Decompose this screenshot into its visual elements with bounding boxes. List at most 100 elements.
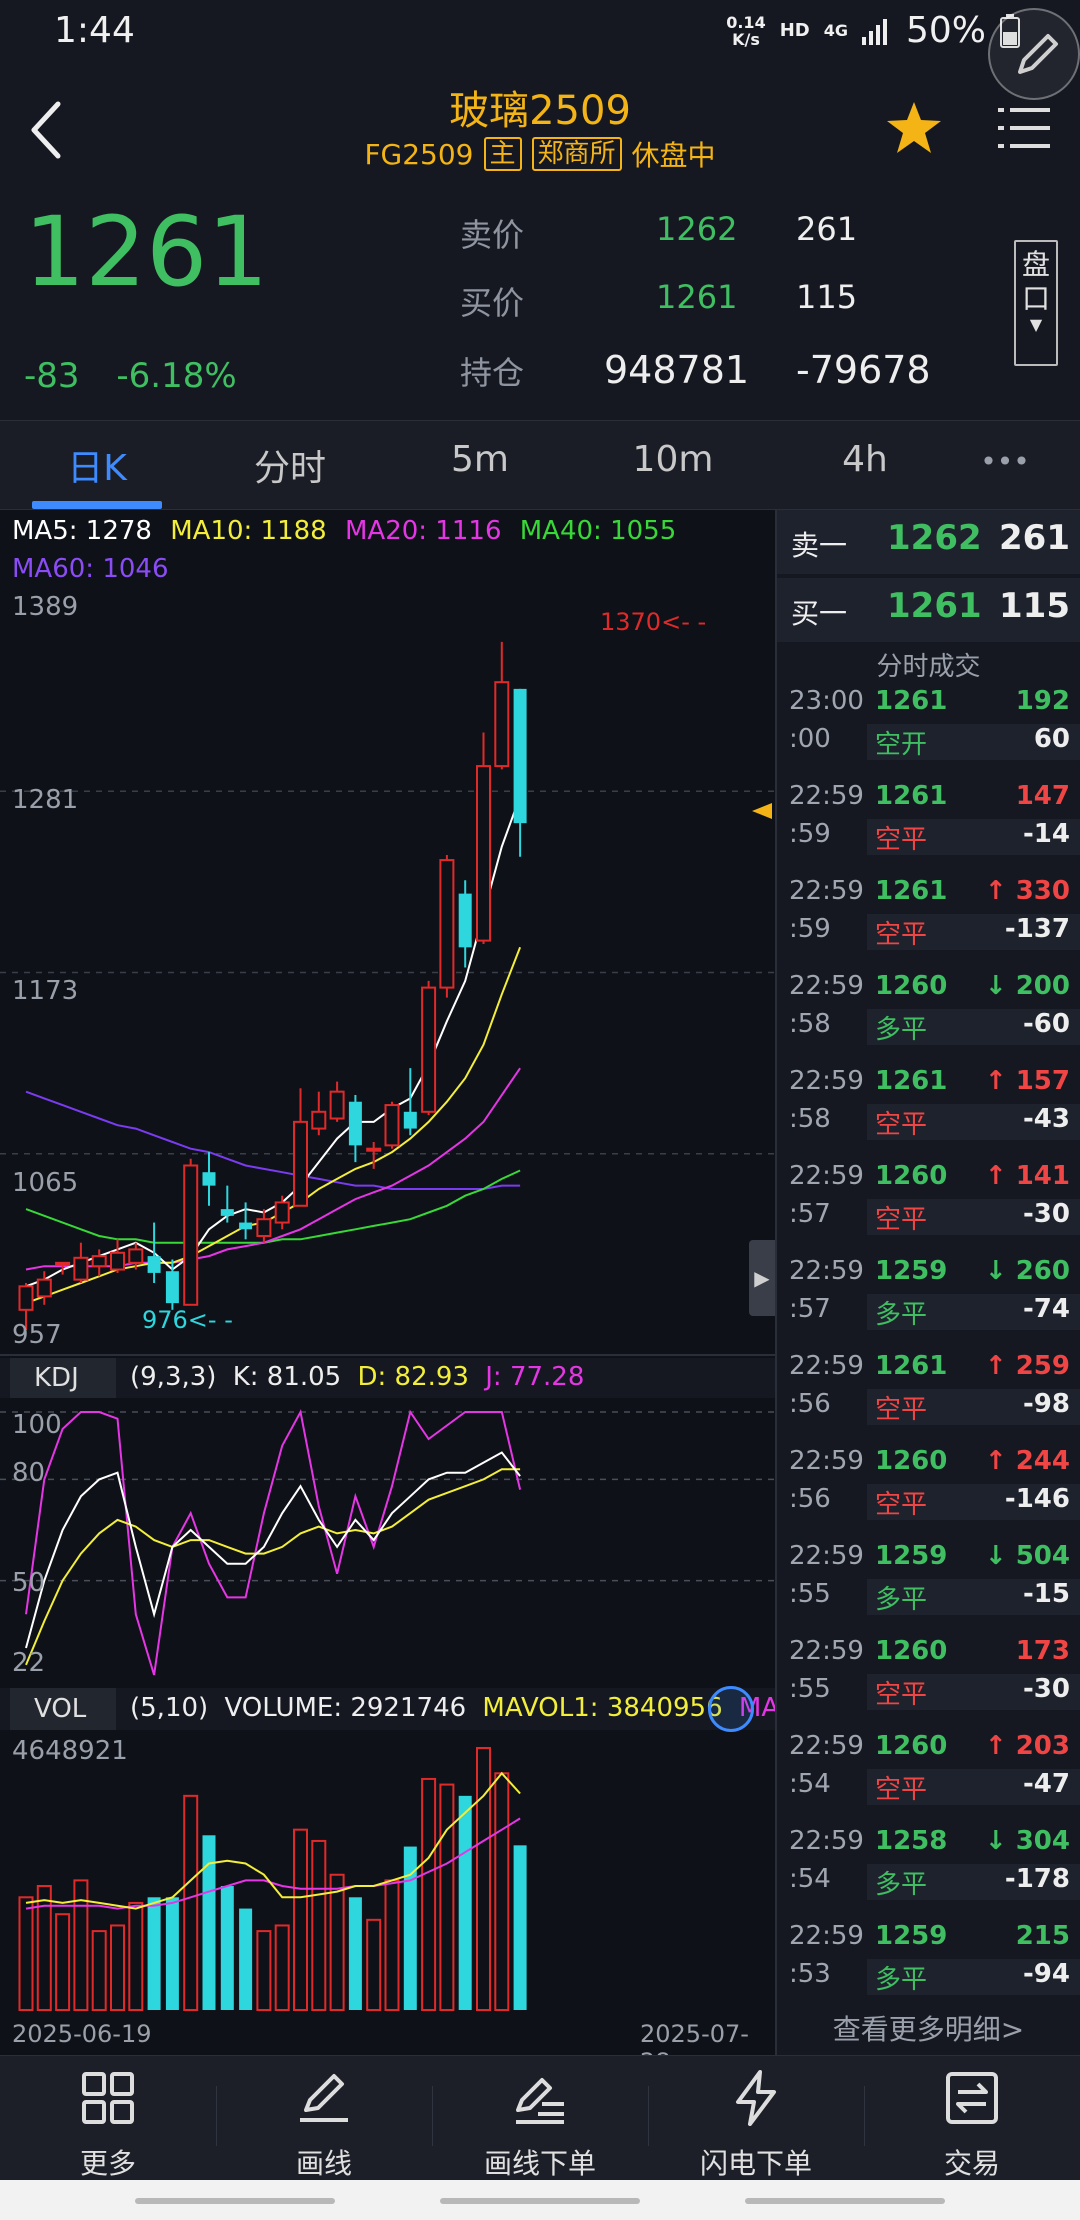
nav-line-order-label: 画线下单 [483,2147,596,2180]
trade-seconds: :53 [789,1959,831,1989]
trade-list[interactable]: 23:00:00 1261 空开 192 60 22:59:59 1261 空平 147 -1… [777,684,1080,2014]
trade-price: 1259 [875,1256,948,1286]
oi-label: 持仓 [460,354,525,392]
nav-trade[interactable]: 交易 [864,2056,1080,2181]
trade-volume: 173 [1016,1636,1070,1666]
trade-seconds: :54 [789,1769,831,1799]
candle-body [147,1256,161,1273]
tab-4h[interactable]: 4h [842,439,888,480]
end-date: 2025-07-28 [640,2020,749,2076]
trade-time: 22:59 [789,1826,864,1856]
volume-bar [147,1897,161,2010]
kline-chart[interactable] [0,510,775,2055]
candle-body [311,1110,327,1130]
trade-volume: ↓ 260 [985,1256,1070,1286]
ma-legend: MA5: 1278 MA10: 1188 MA20: 1116 MA40: 10… [12,516,676,546]
back-arrow-icon[interactable] [20,90,80,170]
ask-row: 卖价 1262 261 [460,210,936,254]
tab-daily-k[interactable]: 日K [67,448,127,489]
trade-row-band [867,1674,1080,1710]
trade-oi-change: -30 [1023,1199,1070,1229]
last-price: 1261 [24,196,269,308]
ma5-label: MA5: 1278 [12,516,152,546]
vol-values: (5,10) VOLUME: 2921746 MAVOL1: 3840956 M… [130,1693,795,1723]
candle-body [293,1120,308,1207]
trade-direction-arrow: ↓ [984,1541,1007,1571]
expand-panel-handle[interactable]: ▶ [749,1240,775,1316]
trade-volume-value: 200 [1015,971,1070,1001]
trade-seconds: :59 [789,914,831,944]
candle-body [403,1111,417,1129]
trade-price: 1261 [875,686,948,716]
ask1-price: 1262 [887,518,982,558]
period-tabs: 日K 分时 5m 10m 4h ••• [0,420,1080,510]
floating-edit-button[interactable] [988,8,1080,100]
nav-trade-label: 交易 [943,2147,1000,2180]
volume-bar [494,1772,510,2012]
status-indicators: 0.14 K/s HD 4G 50% [726,10,1020,51]
trade-type: 空平 [875,920,928,950]
trade-volume-value: 259 [1015,1351,1070,1381]
menu-icon[interactable] [994,98,1054,158]
signal-icon [861,18,887,45]
nav-divider [432,2086,433,2146]
volume-bar [458,1795,472,2010]
trade-row: 22:59:59 1261 空平 147 -14 [777,779,1080,874]
main-contract-tag: 主 [483,137,522,171]
change-value: -83 [24,356,80,396]
low-annotation: 976<- - [142,1306,233,1334]
candle-body [202,1172,216,1186]
volume-bar [220,1886,234,2010]
trade-seconds: :00 [789,724,831,754]
tab-10m[interactable]: 10m [632,439,714,480]
ask-level-1[interactable]: 卖一 1262 261 [777,510,1080,574]
trade-volume: 192 [1016,686,1070,716]
order-book-toggle-button[interactable]: 盘 口 ▼ [1014,240,1058,366]
trade-oi-change: -14 [1023,819,1070,849]
tab-5m[interactable]: 5m [451,439,509,480]
battery-percent: 50% [905,10,986,51]
trade-row-band [867,1199,1080,1235]
nav-draw-line[interactable]: 画线 [216,2056,432,2181]
trade-price: 1261 [875,1351,948,1381]
trade-row: 22:59:58 1261 空平 ↑ 157 -43 [777,1064,1080,1159]
trade-oi-change: -146 [1004,1484,1070,1514]
change-percent: -6.18% [116,356,237,396]
trade-row: 22:59:56 1260 空平 ↑ 244 -146 [777,1444,1080,1539]
volume-bar [384,1879,400,2012]
kdj-indicator-selector[interactable]: KDJ [10,1358,116,1398]
nav-line-order[interactable]: 画线下单 [432,2056,648,2181]
trade-seconds: :59 [789,819,831,849]
ma10-line [25,946,522,1305]
volume-bar [128,1901,144,2011]
volume-bar [165,1897,179,2010]
bid-level-1[interactable]: 买一 1261 115 [777,578,1080,642]
ask-volume: 261 [796,210,858,248]
kdj-k: K: 81.05 [232,1362,342,1392]
price-axis-label: 1173 [12,976,79,1006]
trade-volume-value: 141 [1015,1161,1070,1191]
tab-intraday[interactable]: 分时 [253,448,326,489]
candle-body [73,1256,89,1281]
kline-chart-area[interactable]: MA5: 1278 MA10: 1188 MA20: 1116 MA40: 10… [0,510,795,2076]
favorite-star-icon[interactable] [884,98,944,158]
volume-bar [239,1908,253,2010]
volume-bar [348,1897,362,2010]
view-more-details-link[interactable]: 查看更多明细> [832,2013,1025,2046]
start-date: 2025-06-19 [12,2020,152,2048]
vol-indicator-selector[interactable]: VOL [10,1688,116,1730]
volume-bar [403,1846,417,2010]
refresh-icon[interactable] [708,1686,754,1732]
trade-type: 空平 [875,1110,928,1140]
ma60-label: MA60: 1046 [12,554,169,584]
trade-row: 22:59:57 1259 多平 ↓ 260 -74 [777,1254,1080,1349]
nav-more[interactable]: 更多 [0,2056,216,2181]
more-periods-button[interactable]: ••• [980,445,1030,478]
trade-direction-arrow: ↑ [984,1351,1007,1381]
nav-draw-line-label: 画线 [295,2147,352,2180]
bottom-toolbar: 更多 画线 画线下单 闪电下单 交易 [0,2055,1080,2180]
trade-volume: 215 [1016,1921,1070,1951]
nav-flash-order[interactable]: 闪电下单 [648,2056,864,2181]
kdj_j-line [25,1409,522,1676]
trade-volume-value: 244 [1015,1446,1070,1476]
